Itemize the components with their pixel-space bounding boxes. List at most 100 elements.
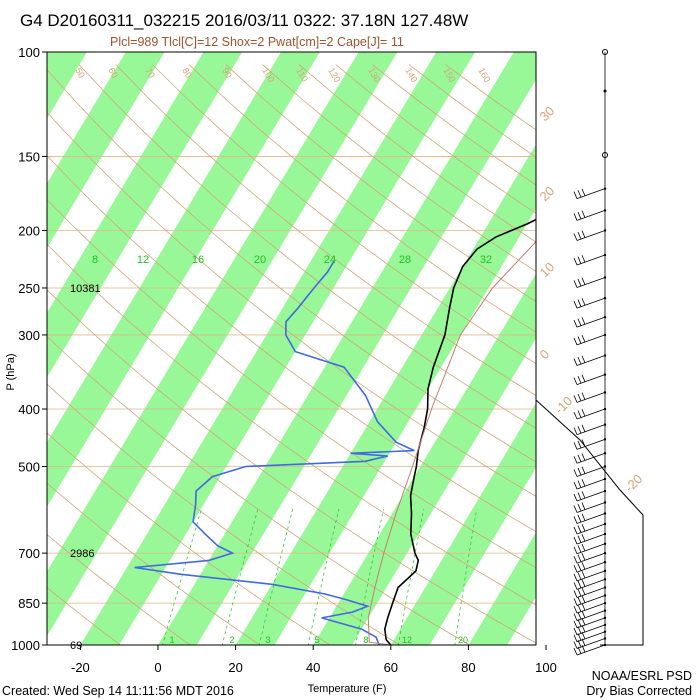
wind-barb-flag	[581, 595, 586, 603]
wind-barb-flag	[577, 356, 582, 365]
y-tick-label: 250	[18, 281, 40, 296]
wind-barb	[576, 533, 606, 545]
mixing-ratio-line	[355, 509, 384, 645]
calm-circle	[602, 152, 608, 158]
mixing-ratio-line	[258, 509, 294, 645]
wind-barb-flag	[573, 411, 578, 420]
wind-barb-flag	[581, 298, 586, 306]
temperature-band	[313, 273, 536, 645]
temperature-bands	[47, 52, 536, 645]
temperature-band	[468, 532, 536, 645]
wind-barb-flag	[581, 562, 586, 570]
wind-barb-flag	[573, 469, 578, 477]
x-tick-label: 0	[154, 660, 161, 675]
wind-barb-flag	[577, 535, 582, 543]
wind-barb	[576, 523, 606, 535]
wind-barb-dot	[603, 560, 607, 564]
wind-barb	[576, 587, 606, 598]
temperature-band	[47, 52, 165, 248]
wind-barb-flag	[573, 516, 578, 524]
dry-adiabat	[47, 335, 471, 645]
wind-barb-flag	[577, 336, 582, 344]
wind-barb-flag	[581, 491, 586, 499]
dry-adiabat	[47, 289, 536, 644]
wind-barb-flag	[581, 479, 586, 487]
dry-adiabat	[225, 64, 536, 302]
mixing-ratio-label: 16	[192, 254, 204, 266]
y-tick-label: 1000	[11, 638, 40, 653]
wind-barb-flag	[581, 374, 586, 382]
x-tick-label: 20	[228, 660, 242, 675]
wind-barb-flag	[573, 536, 578, 545]
temperature-band	[80, 52, 476, 645]
x-tick-label: 80	[461, 660, 475, 675]
y-tick-label: 850	[18, 596, 40, 611]
wind-barb	[576, 638, 606, 649]
wind-barb	[576, 334, 606, 346]
mixing-ratio-bottom-label: 8	[363, 635, 368, 645]
wind-barb-dot	[603, 551, 607, 555]
wind-barb-flag	[577, 572, 582, 580]
wind-barb-flag	[577, 426, 582, 434]
wind-dot	[603, 89, 607, 93]
wind-barb-flag	[573, 526, 578, 535]
wind-barb-dot	[603, 623, 607, 627]
wind-barb	[576, 595, 606, 606]
wind-barb-dot	[603, 489, 607, 493]
wind-barb-dot	[603, 569, 607, 573]
height-label: 10381	[70, 283, 101, 295]
wind-barb-flag	[577, 525, 582, 533]
wind-barb	[576, 631, 606, 643]
mixing-ratio-label: 8	[92, 254, 98, 266]
wind-barb-flag	[573, 546, 578, 554]
wind-barb-dot	[603, 594, 607, 597]
wind-barb	[576, 277, 606, 288]
wind-barb	[576, 624, 606, 636]
wind-barb-flag	[581, 603, 586, 611]
wind-barb-dot	[603, 630, 607, 633]
wind-barb-flag	[573, 620, 578, 629]
wind-barb-flag	[581, 230, 586, 238]
wind-barb-flag	[577, 612, 582, 620]
wind-barb-flag	[577, 514, 582, 523]
mixing-ratio-bottom-label: 5	[314, 635, 319, 645]
x-tick-label: -20	[71, 660, 90, 675]
theta-label: 80	[180, 66, 194, 80]
temperature-band	[157, 52, 536, 645]
theta-label: 60	[106, 66, 120, 80]
wind-barb-flag	[577, 440, 582, 449]
wind-barb-dot	[603, 229, 607, 232]
wind-barb-flag	[577, 503, 582, 512]
temperature-band	[47, 52, 88, 119]
wind-barb	[576, 408, 606, 420]
wind-barb	[576, 452, 606, 464]
wind-barb-dot	[603, 354, 607, 357]
wind-barb-flag	[573, 191, 578, 199]
dry-adiabat	[47, 154, 536, 533]
wind-barb-flag	[577, 604, 582, 612]
dry-adiabat	[47, 432, 331, 645]
wind-barb-flag	[573, 590, 578, 598]
wind-barb	[576, 297, 606, 309]
x-tick-label: 60	[384, 660, 398, 675]
wind-barb-dot	[603, 578, 607, 581]
y-tick-label: 500	[18, 459, 40, 474]
wind-barb-flag	[573, 493, 578, 502]
wind-barb-dot	[603, 512, 607, 515]
mixing-ratio-label: 28	[399, 254, 411, 266]
mixing-ratio-bottom-label: 2	[229, 635, 234, 645]
wind-barb-flag	[577, 278, 582, 287]
wind-barb-flag	[573, 233, 578, 241]
temperature-band	[235, 144, 536, 645]
wind-barb-dot	[603, 501, 607, 504]
dry-adiabat	[152, 64, 536, 365]
wind-barb	[576, 490, 606, 502]
wind-barb-dot	[603, 452, 607, 455]
wind-barb	[576, 374, 606, 386]
wind-barb-flag	[573, 337, 578, 346]
wind-barb	[576, 392, 606, 403]
wind-barb-flag	[581, 610, 586, 618]
wind-barb-flag	[573, 395, 578, 403]
